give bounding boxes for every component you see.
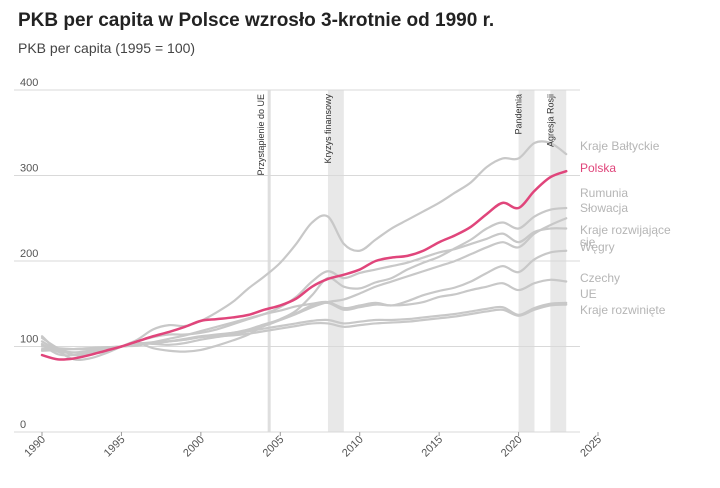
y-tick-label: 300 [20, 163, 38, 175]
series-label: Słowacja [580, 201, 628, 215]
series-line [40, 249, 568, 354]
series-line [40, 140, 568, 361]
event-label: Pandemia [514, 94, 524, 135]
y-tick-label: 400 [20, 77, 38, 89]
series-label: UE [580, 287, 597, 301]
y-tick-label: 0 [20, 419, 26, 431]
series-line [40, 169, 568, 361]
x-tick-label: 2000 [181, 434, 207, 460]
chart-title: PKB per capita w Polsce wzrosło 3-krotni… [18, 10, 495, 31]
series-label: Czechy [580, 271, 620, 285]
event-label: Przystąpienie do UE [256, 94, 266, 176]
series-label: Kraje rozwinięte [580, 303, 666, 317]
event-label: Agresja Rosji [545, 94, 555, 147]
series-label: Polska [580, 161, 616, 175]
x-tick-label: 2010 [340, 434, 366, 460]
y-tick-label: 200 [20, 248, 38, 260]
series-label: Węgry [580, 240, 615, 254]
x-tick-label: 1995 [102, 434, 128, 460]
series-line [40, 206, 568, 357]
series-label: Kraje Bałtyckie [580, 139, 660, 153]
x-tick-label: 2025 [578, 434, 604, 460]
series-label: Rumunia [580, 186, 628, 200]
series-lines [40, 140, 568, 361]
y-tick-label: 100 [20, 334, 38, 346]
annotations: Przystąpienie do UE Kryzys finansowy Pande… [256, 94, 555, 176]
x-tick-label: 1990 [22, 434, 48, 460]
grid [14, 89, 580, 433]
event-label: Kryzys finansowy [323, 94, 333, 164]
x-tick-label: 2020 [499, 434, 525, 460]
series-label: Kraje rozwijające się [580, 223, 671, 249]
x-tick-label: 2015 [419, 434, 445, 460]
x-tick-label: 2005 [261, 434, 287, 460]
chart-subtitle: PKB per capita (1995 = 100) [18, 40, 196, 56]
series-line [40, 303, 568, 351]
